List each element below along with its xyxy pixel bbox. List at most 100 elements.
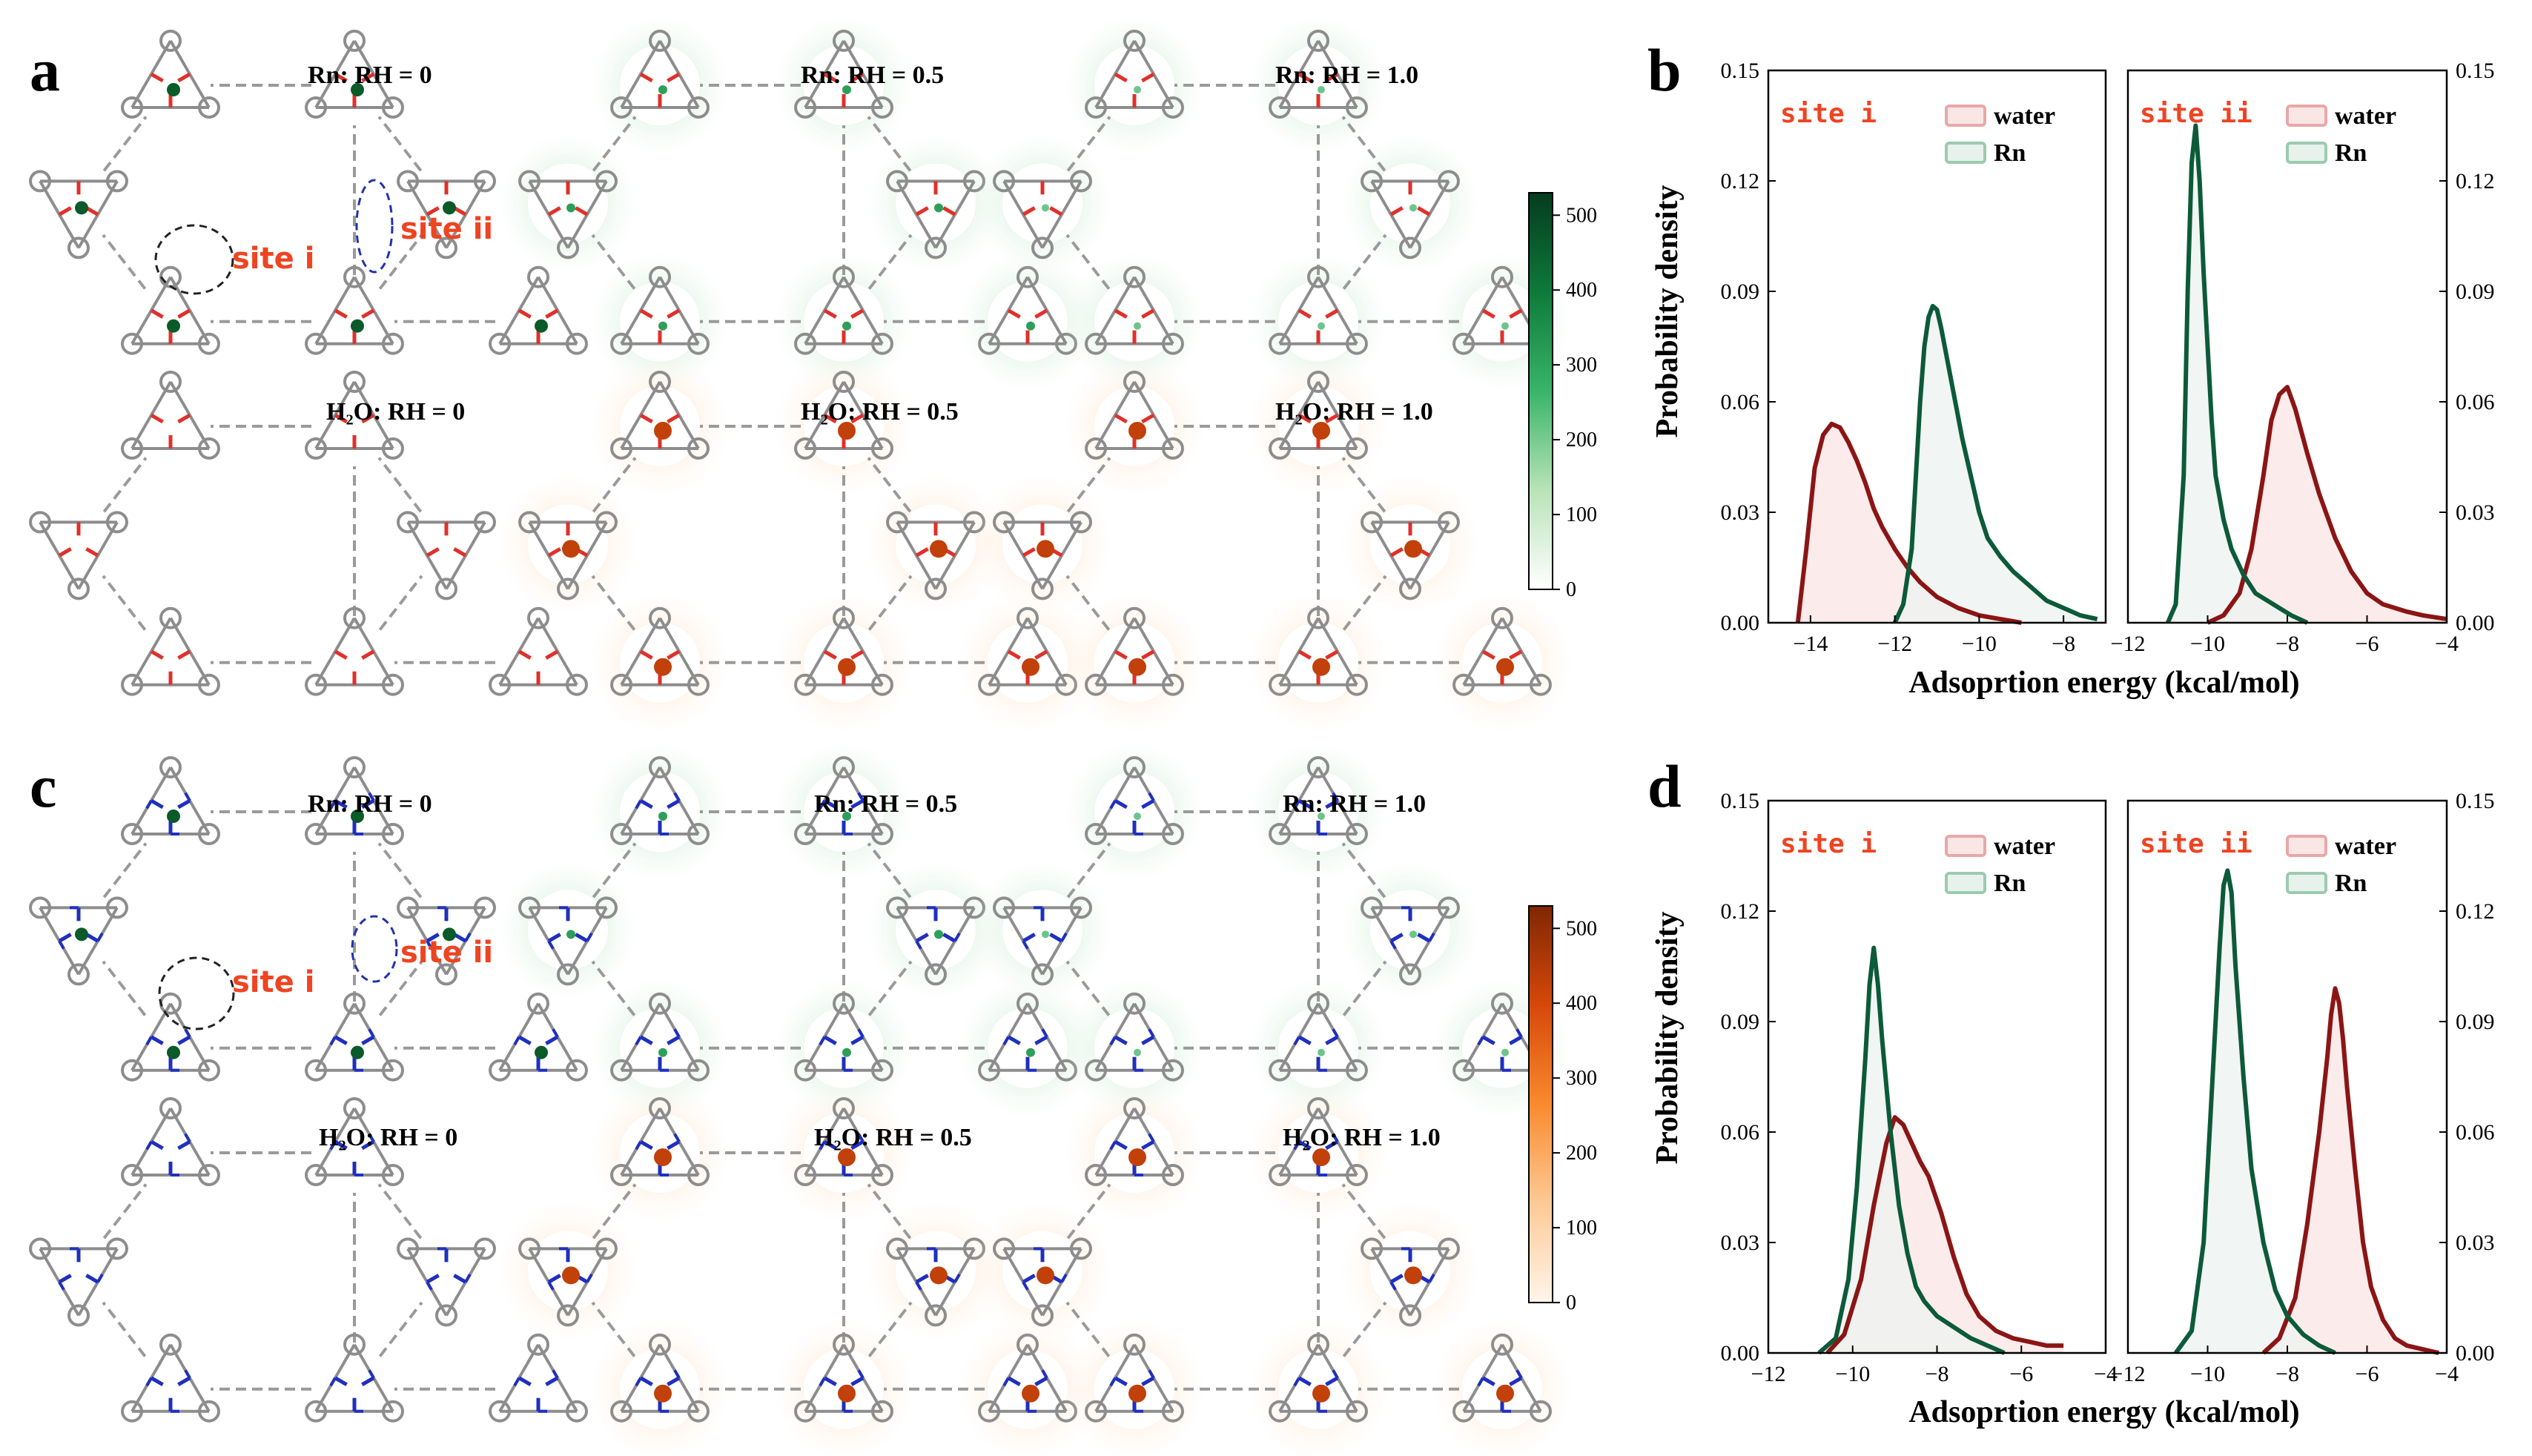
framework-ring [1437, 511, 1460, 534]
functional-group [1049, 933, 1063, 943]
series-line-Rn [1892, 303, 2098, 624]
functional-group [547, 1281, 555, 1291]
y-tick-label: 0.15 [1721, 789, 1760, 813]
adsorbate-hotspot [842, 85, 851, 94]
legend-swatch-rn [1945, 142, 1986, 164]
framework-ring [886, 1237, 909, 1260]
series-line-Rn [1817, 945, 2006, 1355]
pore-background [130, 386, 211, 466]
framework-ring [67, 1304, 90, 1327]
framework-ring [527, 265, 549, 288]
legend-label-rn: Rn [1994, 139, 2026, 167]
functional-group [639, 413, 653, 424]
framework-ring [159, 1097, 182, 1119]
functional-group [552, 1369, 559, 1379]
x-tick-label: −8 [1926, 1362, 1949, 1386]
functional-group [850, 413, 865, 424]
framework-ring [595, 511, 618, 534]
adsorbate-hotspot [1128, 1384, 1146, 1403]
functional-group [368, 1028, 375, 1038]
framework-ring [794, 96, 817, 119]
functional-group [177, 72, 191, 83]
framework-ring [1307, 992, 1329, 1015]
functional-group [850, 1139, 865, 1151]
adsorbate-hotspot [930, 540, 948, 558]
panel-a-site-ii-circle [355, 179, 394, 274]
framework-ring [1269, 823, 1292, 845]
framework-ring [610, 823, 633, 845]
functional-group [518, 1035, 532, 1045]
functional-group [334, 649, 348, 660]
functional-group [1389, 206, 1404, 216]
framework-ring [197, 1400, 220, 1423]
framework-ring [794, 332, 817, 355]
functional-group [361, 649, 375, 660]
x-tick-label: −8 [2275, 632, 2299, 656]
y-tick-label: 0.09 [1721, 279, 1760, 304]
adsorbate-hotspot [1404, 540, 1422, 558]
panel-a-title-rn-10: Rn: RH = 1.0 [1275, 62, 1418, 89]
x-tick-label: −6 [2356, 632, 2379, 656]
framework-ring [305, 437, 328, 460]
framework-ring [381, 673, 404, 696]
framework-ring [343, 30, 366, 52]
legend-swatch-rn [1945, 872, 1986, 894]
pore-background [1094, 281, 1174, 362]
functional-group [586, 1273, 593, 1283]
framework-ring [197, 96, 220, 119]
framework-ring [925, 1304, 947, 1327]
framework-ring [343, 1097, 366, 1119]
functional-group [1049, 206, 1063, 216]
framework-ring [29, 170, 52, 193]
adsorbate-hotspot [1312, 422, 1330, 440]
functional-group [850, 1035, 865, 1045]
chart-d-site-ii: −12 −10 −8 −6 −40.00 0.03 0.06 0.09 0.12 0.15 site… [2111, 789, 2495, 1386]
functional-group [942, 933, 956, 943]
functional-group [464, 1273, 472, 1283]
framework-ring [381, 1164, 404, 1186]
pore-background [804, 772, 884, 852]
panel-a-title-h2o-05: H₂O: RH = 0.5 [801, 398, 959, 426]
functional-group [545, 649, 559, 660]
framework-ring [397, 170, 420, 193]
functional-group [85, 206, 99, 216]
functional-group [453, 206, 467, 216]
functional-group [368, 1133, 375, 1142]
pore-background [528, 163, 608, 244]
functional-group [1148, 1369, 1155, 1379]
panel-b-ylabel: Probability density [1650, 185, 1685, 437]
panel-c-colorbar-ticks: 500 400 300 200 100 0 [1553, 917, 1597, 1314]
framework-ring [435, 963, 457, 986]
framework-ring [886, 896, 909, 919]
adsorbate-hotspot [167, 1045, 180, 1059]
framework-ring [1269, 96, 1292, 119]
functional-group [177, 308, 191, 319]
functional-group [639, 72, 653, 83]
framework-ring [1031, 236, 1054, 259]
functional-group [453, 1274, 467, 1284]
functional-group [1477, 1377, 1484, 1387]
functional-group [667, 1139, 681, 1151]
y-tick-label: 0.03 [1721, 500, 1760, 525]
framework-ring [794, 437, 817, 460]
functional-group [361, 413, 375, 424]
framework-ring [1085, 1164, 1108, 1186]
y-tick-label: 0.09 [2456, 279, 2495, 304]
panel-a-title-h2o-10: H₂O: RH = 1.0 [1275, 398, 1433, 426]
framework-ring [381, 437, 404, 460]
x-tick-label: −10 [1962, 632, 1997, 656]
functional-group [1034, 1035, 1048, 1045]
framework-ring [687, 823, 710, 845]
legend-label-water: water [2335, 833, 2396, 860]
framework-ring [925, 963, 947, 986]
functional-group [1007, 308, 1021, 319]
functional-group [1325, 649, 1339, 660]
framework-ring [557, 236, 579, 259]
adsorbate-hotspot [1128, 658, 1146, 676]
pore-background [1462, 281, 1542, 362]
functional-group [639, 1139, 653, 1151]
x-tick-label: −4 [2094, 1362, 2118, 1386]
functional-group [361, 308, 375, 319]
y-tick-label: 0.00 [1721, 611, 1760, 635]
framework-ring [305, 1059, 328, 1082]
